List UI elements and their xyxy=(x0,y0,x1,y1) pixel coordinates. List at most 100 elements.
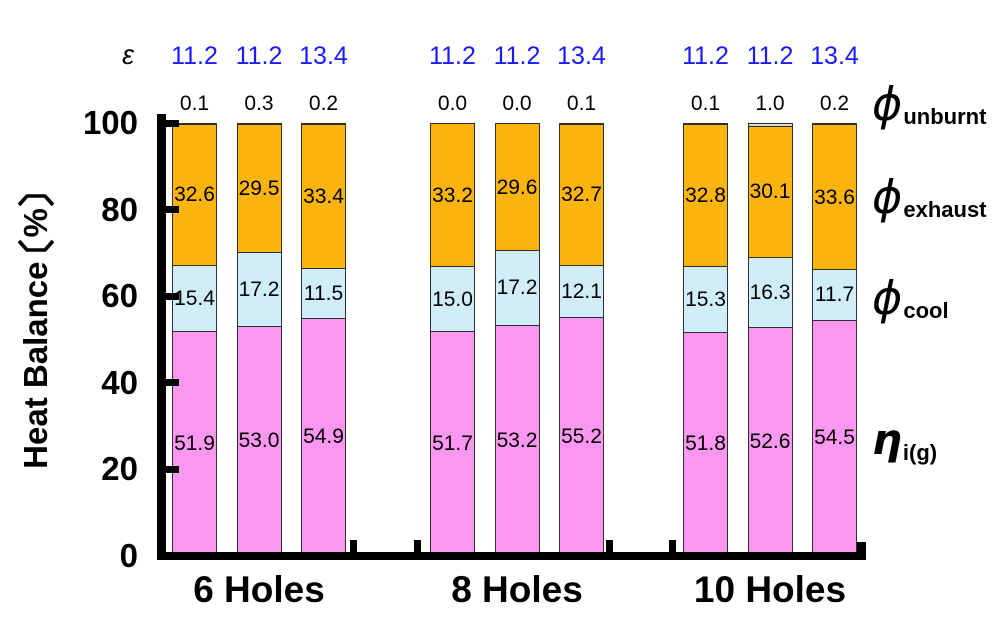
y-axis-tick xyxy=(166,379,179,387)
segment-exhaust: 29.6 xyxy=(494,123,540,252)
segment-cool: 15.3 xyxy=(683,266,728,333)
stacked-bar: 33.2 15.0 51.7 xyxy=(430,123,475,556)
segment-eta: 51.7 xyxy=(430,332,475,556)
unburnt-value-label: 0.0 xyxy=(437,92,468,116)
epsilon-value-label: 13.4 xyxy=(810,42,859,70)
segment-value-exhaust: 33.4 xyxy=(303,185,344,209)
x-axis-line xyxy=(157,552,866,560)
segment-value-exhaust: 29.6 xyxy=(496,175,538,199)
segment-value-cool: 17.2 xyxy=(238,277,280,301)
y-axis-title: Heat Balance % xyxy=(12,110,60,550)
segment-value-cool: 11.5 xyxy=(303,282,344,306)
unburnt-value-label: 0.1 xyxy=(179,92,210,115)
segment-cool: 15.4 xyxy=(172,265,217,333)
epsilon-value-label: 11.2 xyxy=(429,42,476,70)
segment-unburnt xyxy=(236,123,282,125)
segment-eta: 53.2 xyxy=(494,325,540,556)
stacked-bar: 33.6 11.7 54.5 xyxy=(812,123,857,557)
segment-exhaust: 33.6 xyxy=(812,125,857,271)
epsilon-value-label: 13.4 xyxy=(299,42,348,70)
segment-unburnt xyxy=(301,123,346,125)
legend-sub-ig: i(g) xyxy=(902,440,938,465)
segment-value-exhaust: 32.8 xyxy=(685,183,726,207)
segment-eta: 51.8 xyxy=(683,332,728,556)
x-axis-group-tick xyxy=(350,540,357,554)
y-tick-label: 0 xyxy=(119,537,138,574)
segment-value-cool: 12.1 xyxy=(561,279,602,303)
segment-value-eta: 52.6 xyxy=(749,430,791,454)
segment-value-eta: 53.0 xyxy=(238,429,280,453)
segment-value-eta: 54.5 xyxy=(814,426,855,450)
stacked-bar: 29.6 17.2 53.2 xyxy=(494,123,540,556)
x-axis-group-tick xyxy=(414,540,421,554)
segment-exhaust: 32.7 xyxy=(559,124,604,266)
unburnt-value-label: 0.3 xyxy=(244,92,274,115)
close-tortoise-bracket-icon xyxy=(17,194,55,207)
legend-phi-unburnt: ϕ unburnt xyxy=(872,76,987,132)
stacked-bar: 30.1 16.3 52.6 xyxy=(747,123,793,556)
segment-cool: 11.7 xyxy=(812,270,857,321)
segment-exhaust: 30.1 xyxy=(747,127,793,258)
x-axis-group-tick xyxy=(669,540,676,554)
y-axis-tick xyxy=(166,206,179,214)
segment-unburnt xyxy=(559,122,604,125)
unburnt-value-label: 0.1 xyxy=(690,92,721,115)
segment-value-cool: 16.3 xyxy=(749,280,791,304)
segment-value-eta: 51.7 xyxy=(432,432,473,456)
segment-value-exhaust: 32.7 xyxy=(561,183,602,207)
y-axis-tick xyxy=(166,119,179,127)
x-axis-group-tick xyxy=(606,540,613,554)
segment-exhaust: 33.2 xyxy=(430,123,475,268)
legend-sub-unburnt: unburnt xyxy=(903,104,987,129)
segment-value-cool: 11.7 xyxy=(814,283,855,307)
epsilon-value-label: 11.2 xyxy=(493,42,541,70)
segment-value-exhaust: 29.5 xyxy=(238,176,280,200)
epsilon-value-label: 11.2 xyxy=(746,42,794,70)
segment-value-eta: 55.2 xyxy=(561,424,602,448)
group-label: 6 Holes xyxy=(193,569,325,610)
segment-cool: 17.2 xyxy=(236,252,282,327)
segment-value-eta: 51.8 xyxy=(685,432,726,456)
stacked-bar: 32.8 15.3 51.8 xyxy=(683,123,728,556)
segment-value-cool: 17.2 xyxy=(496,276,538,300)
phi-symbol: ϕ xyxy=(872,170,903,224)
y-tick-label: 80 xyxy=(101,190,138,228)
segment-exhaust: 33.4 xyxy=(301,125,346,270)
stacked-bar: 33.4 11.5 54.9 xyxy=(301,123,346,556)
segment-value-cool: 15.4 xyxy=(174,286,215,310)
segment-cool: 16.3 xyxy=(747,257,793,329)
group-label: 8 Holes xyxy=(451,569,583,610)
segment-exhaust: 32.6 xyxy=(172,125,217,266)
segment-value-exhaust: 32.6 xyxy=(174,183,215,207)
segment-cool: 12.1 xyxy=(559,265,604,318)
segment-value-cool: 15.3 xyxy=(685,287,726,311)
unburnt-value-label: 0.0 xyxy=(502,92,532,115)
segment-cool: 17.2 xyxy=(494,251,540,326)
unburnt-value-label: 0.2 xyxy=(819,92,850,115)
segment-value-cool: 15.0 xyxy=(432,287,473,311)
open-tortoise-bracket-icon xyxy=(17,239,55,252)
eta-symbol: η xyxy=(872,415,902,464)
segment-cool: 15.0 xyxy=(430,267,475,333)
segment-value-exhaust: 30.1 xyxy=(749,180,791,204)
segment-value-exhaust: 33.2 xyxy=(432,183,473,207)
segment-eta: 54.9 xyxy=(301,318,346,556)
epsilon-value-label: 11.2 xyxy=(171,42,218,70)
stacked-bar: 29.5 17.2 53.0 xyxy=(236,123,282,556)
segment-cool: 11.5 xyxy=(301,269,346,319)
legend-sub-exhaust: exhaust xyxy=(903,197,987,222)
y-axis-line xyxy=(157,114,166,560)
stacked-bar: 32.6 15.4 51.9 xyxy=(172,123,217,556)
x-axis-end-cap xyxy=(857,542,866,554)
segment-eta: 52.6 xyxy=(747,328,793,556)
y-tick-label: 20 xyxy=(101,450,138,488)
phi-symbol: ϕ xyxy=(872,77,903,131)
y-axis-unit-group: % xyxy=(17,191,55,254)
segment-eta: 53.0 xyxy=(236,326,282,556)
y-tick-label: 100 xyxy=(82,104,138,141)
segment-eta: 51.9 xyxy=(172,332,217,556)
y-tick-label: 60 xyxy=(101,277,138,315)
epsilon-value-label: 11.2 xyxy=(235,42,283,70)
